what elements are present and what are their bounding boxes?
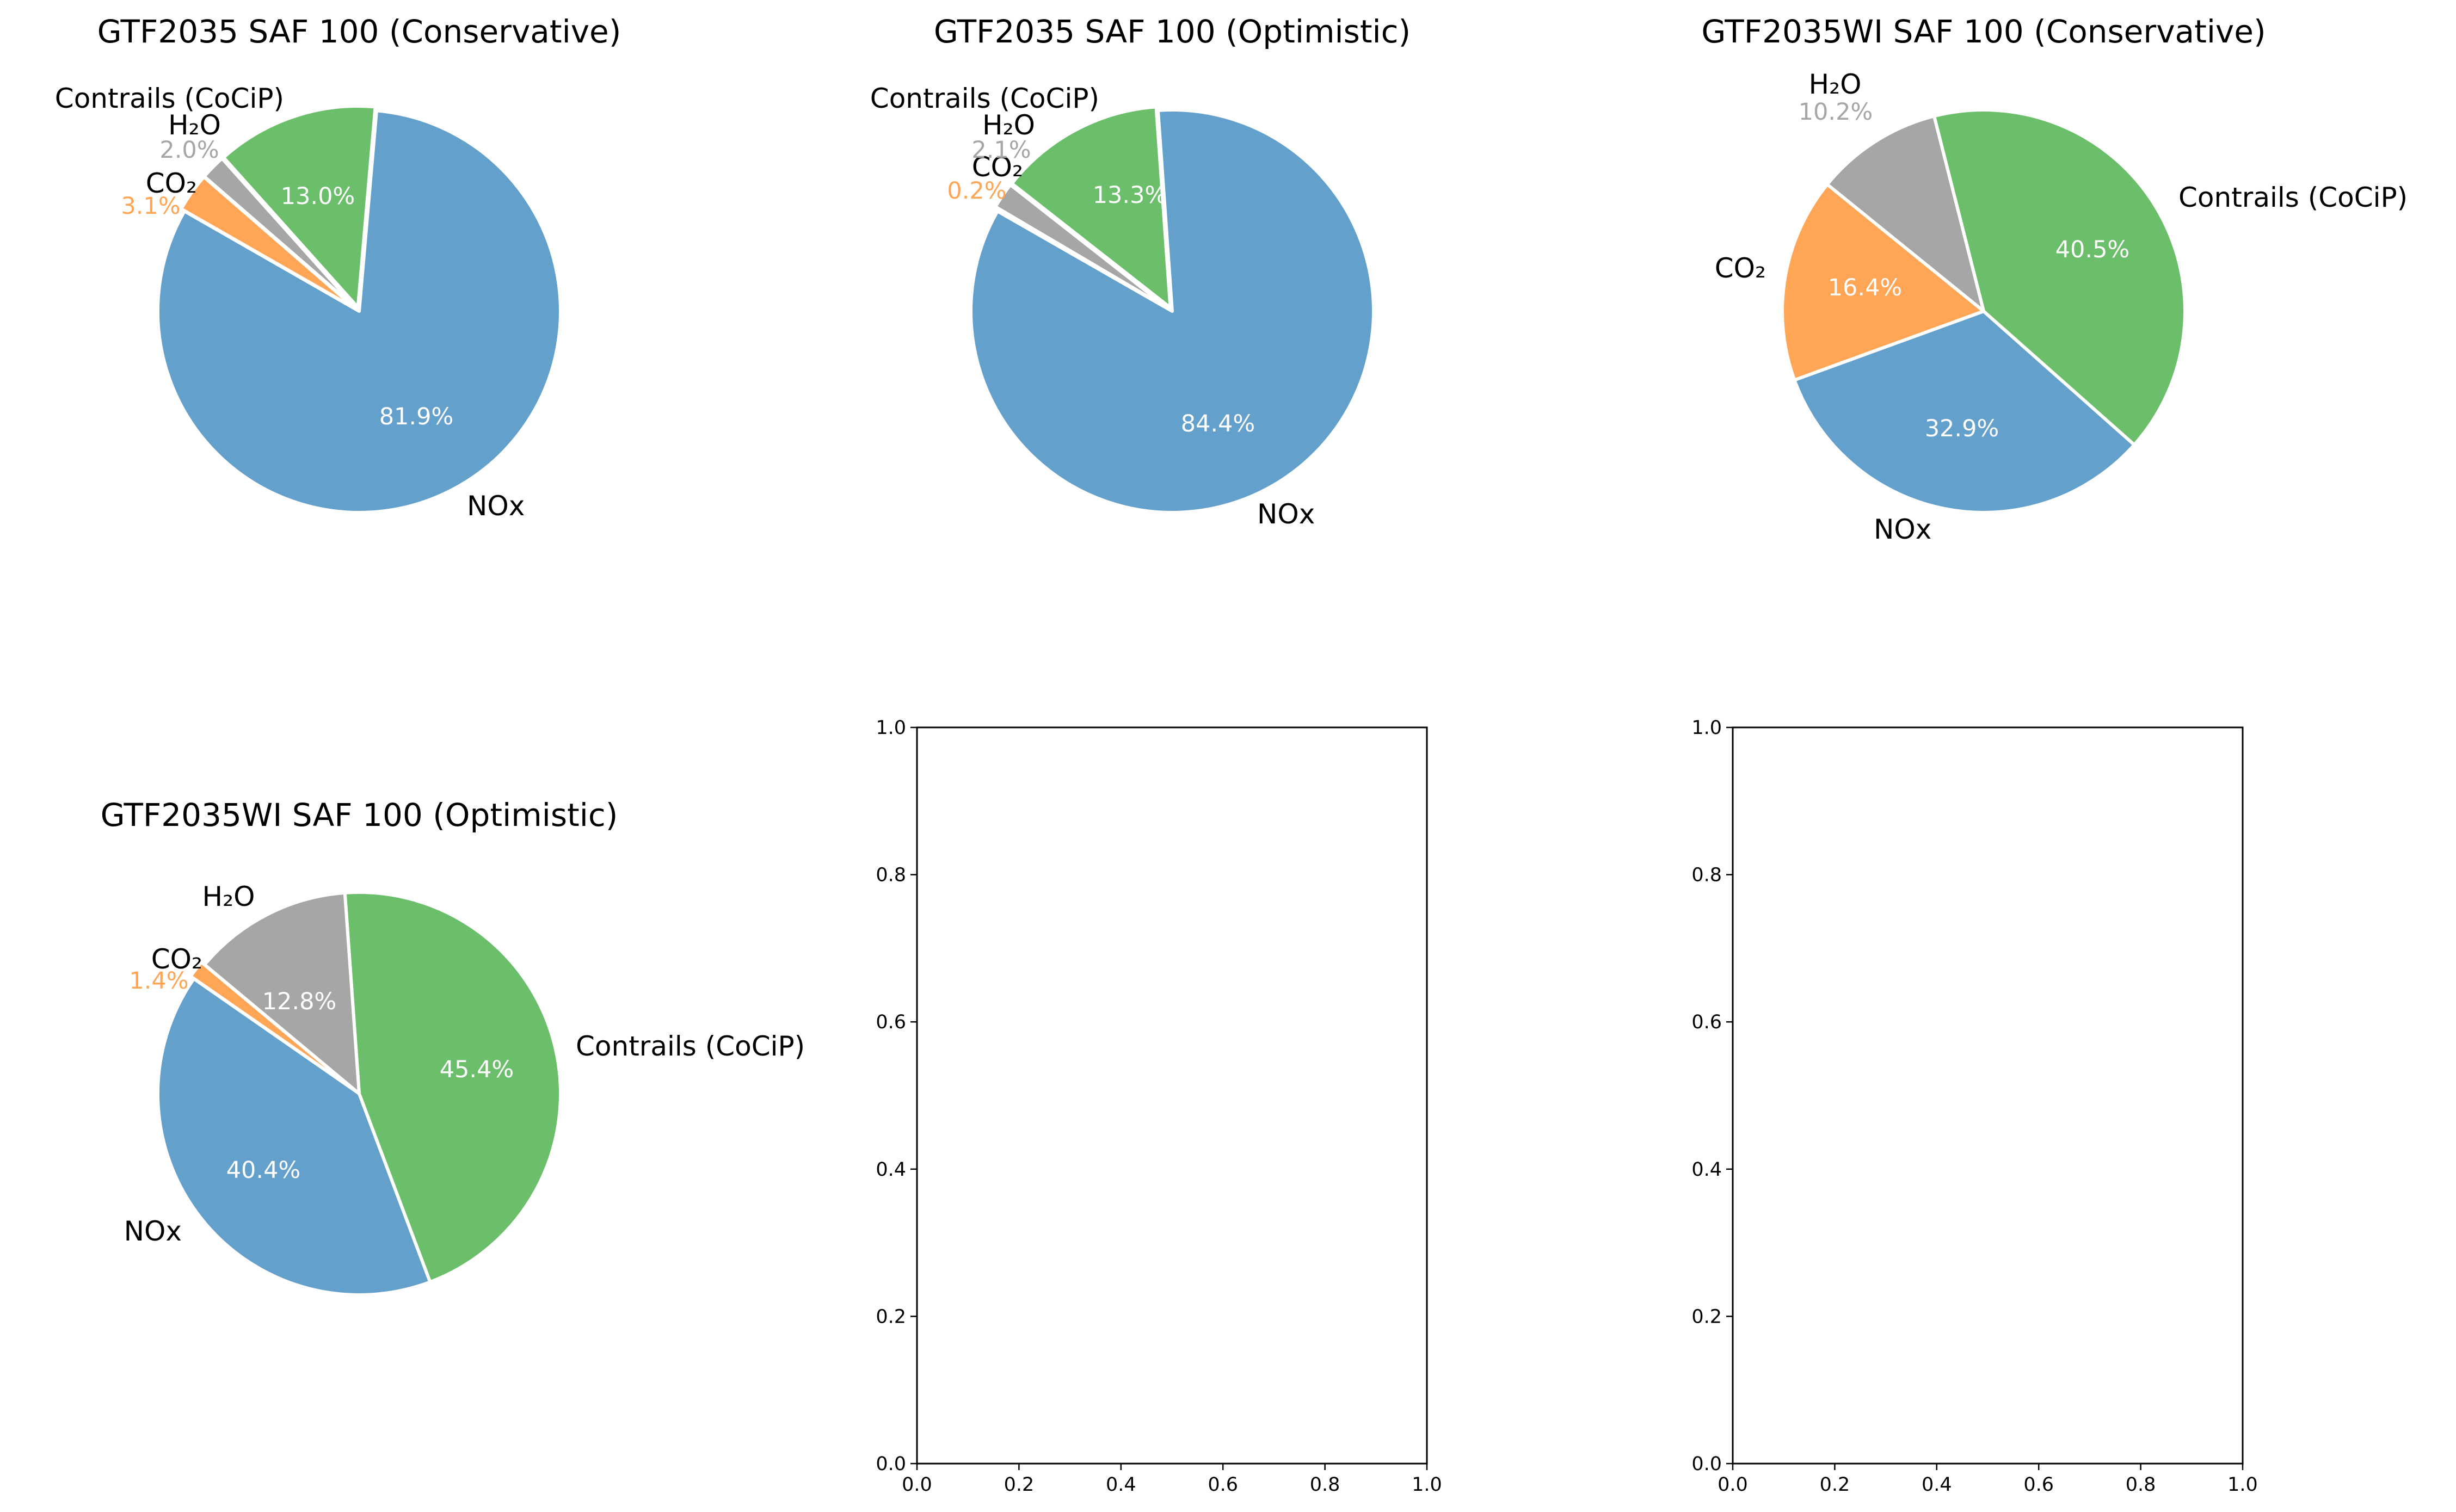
y-tick-label: 0.2 — [1691, 1306, 1722, 1328]
pct-label-co2: 16.4% — [1828, 274, 1903, 301]
slice-label-nox: NOx — [467, 490, 525, 522]
slice-label-h2o: H₂O — [168, 109, 221, 141]
x-tick-label: 0.0 — [902, 1474, 932, 1496]
pie-slice-co — [189, 960, 358, 1093]
pie-slice-contrails-cocip — [1010, 105, 1172, 310]
pie-slices-4 — [156, 891, 562, 1297]
slice-label-h2o: H₂O — [202, 881, 255, 912]
pct-label-co2: 0.2% — [947, 177, 1006, 205]
x-tick-label: 0.0 — [1718, 1474, 1748, 1496]
slice-label-nox: NOx — [124, 1215, 182, 1247]
pie-slice-nox — [1793, 310, 2136, 514]
slice-label-co2: CO₂ — [972, 151, 1023, 183]
y-tick-label: 1.0 — [876, 717, 906, 739]
slice-label-nox: NOx — [1257, 498, 1315, 530]
pie-slice-co — [1781, 182, 1985, 382]
slice-label-contrails: Contrails (CoCiP) — [870, 83, 1099, 114]
y-tick-label: 0.8 — [1691, 865, 1722, 886]
slice-label-co2: CO₂ — [1715, 252, 1766, 284]
slice-label-h2o: H₂O — [982, 109, 1035, 141]
pie-slice-contrails-cocip — [343, 891, 562, 1284]
pie-slices-3 — [1781, 108, 2187, 514]
pct-label-nox: 32.9% — [1925, 415, 1999, 442]
y-tick-label: 0.6 — [876, 1011, 906, 1033]
pct-label-contrails: 40.5% — [2055, 236, 2130, 263]
empty-axes-1: 0.0 0.2 0.4 0.6 0.8 1.0 0.0 0.2 0.4 0.6 0.8 1.0 — [876, 717, 1442, 1496]
pct-label-nox: 84.4% — [1181, 410, 1255, 437]
x-tick-label: 0.8 — [2126, 1474, 2156, 1496]
y-tick-label: 0.2 — [876, 1306, 906, 1328]
y-tick-label: 1.0 — [1691, 717, 1722, 739]
pie-title-3: GTF2035WI SAF 100 (Conservative) — [1701, 13, 2266, 50]
pie-slice-nox — [156, 109, 562, 514]
pie-slice-contrails-cocip — [221, 104, 377, 309]
pie-title-2: GTF2035 SAF 100 (Optimistic) — [934, 13, 1411, 50]
x-tick-label: 0.8 — [1310, 1474, 1340, 1496]
pct-label-h2o: 12.8% — [262, 988, 337, 1015]
pie-slices-2 — [969, 105, 1376, 514]
pie-title-1: GTF2035 SAF 100 (Conservative) — [97, 13, 621, 50]
axes-frame-2 — [1732, 726, 2244, 1465]
slice-label-nox: NOx — [1874, 514, 1931, 545]
slice-label-h2o: H₂O — [1809, 69, 1862, 100]
y-tick-label: 0.4 — [1691, 1159, 1722, 1181]
slice-label-contrails: Contrails (CoCiP) — [55, 83, 284, 114]
pie-title-4: GTF2035WI SAF 100 (Optimistic) — [101, 797, 618, 834]
x-tick-label: 0.6 — [2023, 1474, 2054, 1496]
y-tick-label: 0.8 — [876, 865, 906, 886]
pie-slice-co — [179, 175, 358, 311]
pct-label-contrails: 13.0% — [281, 183, 355, 210]
pie-slice-h-o — [202, 891, 361, 1095]
pct-label-nox: 40.4% — [226, 1157, 301, 1184]
axis-ticks-2: 0.0 0.2 0.4 0.6 0.8 1.0 0.0 0.2 0.4 0.6 0.8 1.0 — [1691, 717, 2258, 1496]
y-tick-label: 0.0 — [1691, 1453, 1722, 1475]
slice-label-co2: CO₂ — [151, 943, 202, 975]
pie-slice-nox — [156, 977, 432, 1297]
x-tick-label: 0.4 — [1922, 1474, 1952, 1496]
y-tick-label: 0.6 — [1691, 1011, 1722, 1033]
x-tick-label: 1.0 — [1412, 1474, 1442, 1496]
axes-frame-1 — [916, 726, 1428, 1465]
y-tick-label: 0.4 — [876, 1159, 906, 1181]
pie-slices-1 — [156, 104, 562, 514]
slice-label-contrails: Contrails (CoCiP) — [2178, 182, 2408, 213]
pie-chart-4: GTF2035WI SAF 100 (Optimistic) NOx Contr… — [101, 797, 805, 1297]
pct-label-contrails: 13.3% — [1093, 182, 1167, 209]
pie-chart-1: GTF2035 SAF 100 (Conservative) NOx Contr… — [55, 13, 621, 522]
x-tick-label: 0.4 — [1106, 1474, 1136, 1496]
pct-label-nox: 81.9% — [379, 403, 454, 430]
y-tick-label: 0.0 — [876, 1453, 906, 1475]
x-tick-label: 0.2 — [1820, 1474, 1850, 1496]
pie-slice-nox — [969, 108, 1376, 514]
pct-label-co2: 1.4% — [129, 967, 188, 995]
slice-label-co2: CO₂ — [146, 168, 197, 199]
pie-slice-h-o — [1825, 114, 1985, 313]
pct-label-co2: 3.1% — [121, 193, 180, 220]
empty-axes-2: 0.0 0.2 0.4 0.6 0.8 1.0 0.0 0.2 0.4 0.6 0.8 1.0 — [1691, 717, 2258, 1496]
pct-label-h2o: 2.1% — [971, 137, 1031, 164]
pie-slice-co — [992, 205, 1171, 311]
pie-slice-contrails-cocip — [1932, 108, 2187, 447]
slice-label-contrails: Contrails (CoCiP) — [576, 1030, 805, 1062]
pct-label-h2o: 2.0% — [159, 137, 219, 164]
x-tick-label: 0.6 — [1208, 1474, 1238, 1496]
x-tick-label: 1.0 — [2227, 1474, 2258, 1496]
pct-label-contrails: 45.4% — [440, 1056, 514, 1083]
pie-chart-3: GTF2035WI SAF 100 (Conservative) NOx Con… — [1701, 13, 2408, 545]
pct-label-h2o: 10.2% — [1799, 98, 1873, 126]
x-tick-label: 0.2 — [1004, 1474, 1035, 1496]
axis-ticks-1: 0.0 0.2 0.4 0.6 0.8 1.0 0.0 0.2 0.4 0.6 0.8 1.0 — [876, 717, 1442, 1496]
pie-chart-2: GTF2035 SAF 100 (Optimistic) NOx Contrai… — [870, 13, 1411, 530]
